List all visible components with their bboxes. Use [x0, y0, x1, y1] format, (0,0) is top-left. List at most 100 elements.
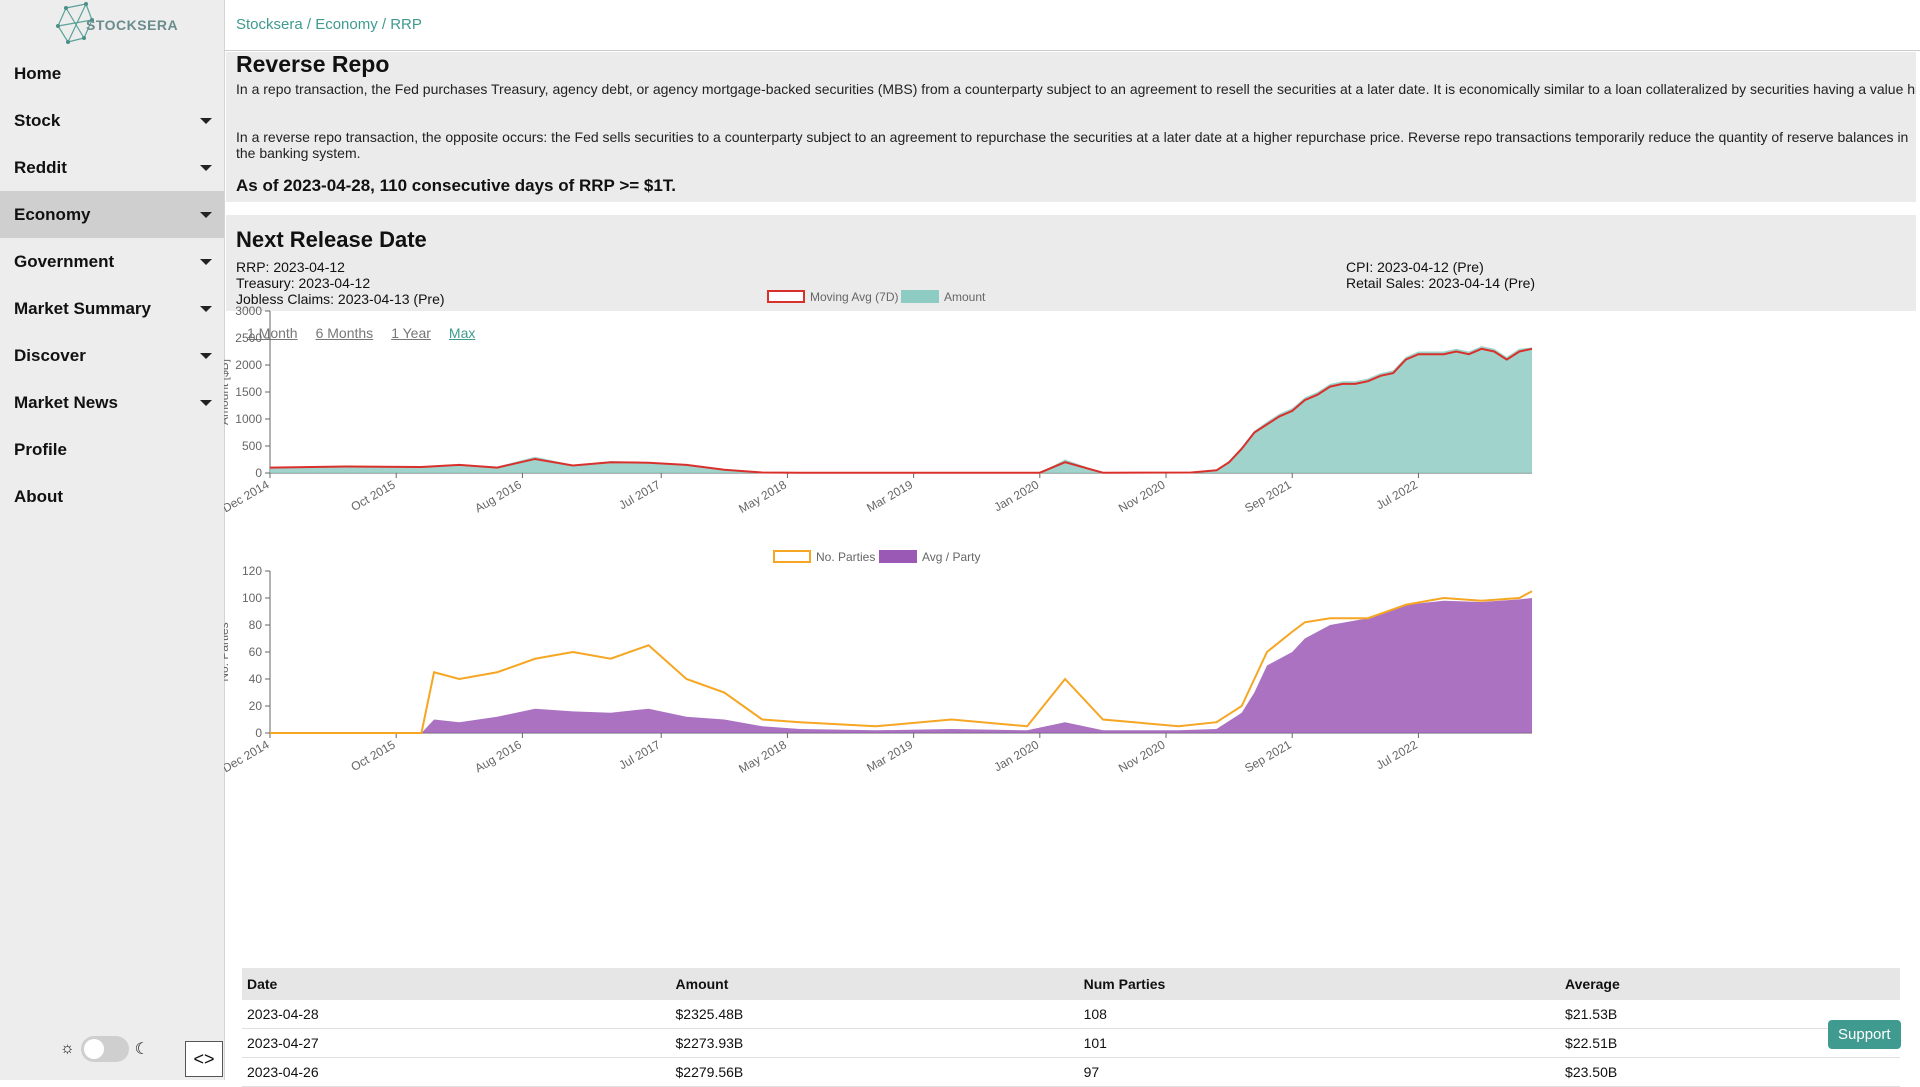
legend-label[interactable]: Avg / Party: [922, 550, 980, 564]
table-cell: 97: [1078, 1057, 1561, 1087]
theme-switch[interactable]: [80, 1036, 129, 1062]
table-row: 2023-04-26 $2279.56B 97 $23.50B: [242, 1057, 1900, 1087]
table-cell: $23.50B: [1560, 1057, 1900, 1087]
table-cell: 101: [1078, 1028, 1561, 1058]
divider: [224, 50, 1920, 51]
y-axis-label: No. Parties: [224, 622, 231, 681]
rrp-streak-text: As of 2023-04-28, 110 consecutive days o…: [236, 176, 677, 195]
x-tick-label: Jul 2017: [616, 477, 663, 512]
y-tick-label: 1000: [235, 412, 262, 426]
intro-panel: Reverse Repo In a repo transaction, the …: [226, 51, 1916, 202]
x-tick-label: Mar 2019: [864, 737, 915, 775]
table-cell: $2273.93B: [670, 1028, 1079, 1058]
table-cell: 2023-04-26: [242, 1057, 671, 1087]
legend-swatch[interactable]: [773, 550, 811, 563]
table-header-row: Date Amount Num Parties Average: [242, 968, 1900, 1000]
table-cell: $2279.56B: [670, 1057, 1079, 1087]
sidebar-item-label: Stock: [14, 110, 61, 130]
caret-down-icon[interactable]: [200, 211, 212, 218]
caret-down-icon[interactable]: [200, 258, 212, 265]
y-axis-label: Amount [$B]: [224, 359, 231, 425]
rrp-table: Date Amount Num Parties Average 2023-04-28 $…: [242, 968, 1900, 1087]
y-tick-label: 80: [249, 618, 263, 632]
breadcrumb[interactable]: Stocksera / Economy / RRP: [236, 16, 422, 33]
series-line: [269, 347, 1533, 474]
x-tick-label: Sep 2021: [1242, 477, 1294, 515]
legend-label[interactable]: Moving Avg (7D): [810, 290, 898, 304]
sidebar-item-profile[interactable]: Profile: [0, 426, 224, 473]
moon-icon: ☾: [134, 1041, 150, 1058]
sidebar-item-label: Market Summary: [14, 298, 152, 318]
table-row: 2023-04-27 $2273.93B 101 $22.51B: [242, 1028, 1900, 1058]
sidebar-item-label: About: [14, 486, 64, 506]
x-tick-label: Jul 2022: [1374, 737, 1421, 772]
logo-text: STOCKSERA: [86, 17, 179, 33]
table-header-date[interactable]: Date: [242, 968, 671, 1000]
y-tick-label: 500: [242, 439, 262, 453]
series-area: [270, 598, 1532, 733]
sidebar-item-about[interactable]: About: [0, 473, 224, 520]
x-tick-label: May 2018: [736, 477, 789, 516]
caret-down-icon[interactable]: [200, 399, 212, 406]
table-header-average[interactable]: Average: [1560, 968, 1900, 1000]
sidebar: STOCKSERA Home Stock Reddit Economy Governme…: [0, 0, 225, 1080]
support-button[interactable]: Support: [1828, 1020, 1901, 1049]
x-tick-label: May 2018: [736, 737, 789, 776]
logo-icon[interactable]: [56, 2, 176, 50]
x-tick-label: Jan 2020: [992, 737, 1042, 774]
chart-group: 0 20 40 60 80 100 120 Dec 2014 Oct 2015 Aug 2016 J…: [224, 550, 1533, 776]
caret-down-icon[interactable]: [200, 305, 212, 312]
page-title: Reverse Repo: [236, 51, 390, 77]
release-panel: Next Release Date RRP: 2023-04-12 Treasu…: [226, 215, 1916, 311]
x-tick-label: Nov 2020: [1116, 737, 1168, 775]
release-retail: Retail Sales: 2023-04-14 (Pre): [1346, 275, 1536, 291]
x-tick-label: Dec 2014: [224, 737, 272, 775]
table-header-num-parties[interactable]: Num Parties: [1078, 968, 1561, 1000]
sidebar-item-stock[interactable]: Stock: [0, 97, 224, 144]
caret-down-icon[interactable]: [200, 164, 212, 171]
sidebar-item-market-summary[interactable]: Market Summary: [0, 285, 224, 332]
y-tick-label: 3000: [235, 304, 262, 318]
legend-swatch[interactable]: [879, 550, 917, 563]
x-tick-label: Mar 2019: [864, 477, 915, 515]
sidebar-item-label: Profile: [14, 439, 67, 459]
legend-label[interactable]: Amount: [944, 290, 986, 304]
y-tick-label: 2000: [235, 358, 262, 372]
x-tick-label: Oct 2015: [349, 737, 398, 774]
chart-group: 0 500 1000 1500 2000 2500 3000 Dec 2014 Oct 2015…: [224, 290, 1533, 516]
range-button-6-months[interactable]: 6 Months: [315, 325, 374, 341]
sidebar-nav: Home Stock Reddit Economy Government Market S…: [0, 50, 224, 520]
sidebar-item-label: Government: [14, 251, 115, 271]
sidebar-item-home[interactable]: Home: [0, 50, 224, 97]
sidebar-item-reddit[interactable]: Reddit: [0, 144, 224, 191]
intro-paragraph-2: In a reverse repo transaction, the oppos…: [236, 129, 1909, 161]
theme-toggle[interactable]: ☼ ☾: [60, 1036, 149, 1062]
rrp-amount-chart: 0 500 1000 1500 2000 2500 3000 Dec 2014 Oct 2015…: [224, 290, 1533, 516]
rrp-parties-chart: 0 20 40 60 80 100 120 Dec 2014 Oct 2015 Aug 2016 J…: [224, 550, 1533, 776]
legend-label[interactable]: No. Parties: [816, 550, 875, 564]
intro-paragraph-1: In a repo transaction, the Fed purchases…: [236, 81, 1916, 97]
x-tick-label: Aug 2016: [472, 737, 524, 775]
range-button-1-year[interactable]: 1 Year: [391, 325, 431, 341]
x-tick-label: Jan 2020: [992, 477, 1042, 514]
sidebar-item-government[interactable]: Government: [0, 238, 224, 285]
legend-swatch[interactable]: [901, 290, 939, 303]
y-tick-label: 60: [249, 645, 263, 659]
x-tick-label: Jul 2022: [1374, 477, 1421, 512]
caret-down-icon[interactable]: [200, 352, 212, 359]
sidebar-item-discover[interactable]: Discover: [0, 332, 224, 379]
sidebar-item-market-news[interactable]: Market News: [0, 379, 224, 426]
code-brackets-icon[interactable]: <>: [185, 1041, 223, 1077]
sidebar-item-label: Discover: [14, 345, 86, 365]
x-tick-label: Dec 2014: [224, 477, 272, 515]
range-button-max[interactable]: Max: [448, 325, 476, 341]
table-header-amount[interactable]: Amount: [670, 968, 1079, 1000]
series-area: [270, 346, 1532, 473]
table-row: 2023-04-28 $2325.48B 108 $21.53B: [242, 1000, 1900, 1029]
y-tick-label: 100: [242, 591, 262, 605]
caret-down-icon[interactable]: [200, 117, 212, 124]
sidebar-item-economy[interactable]: Economy: [0, 191, 224, 238]
range-button-1-month[interactable]: 1 Month: [247, 325, 298, 341]
legend-swatch[interactable]: [767, 290, 805, 303]
table-body: 2023-04-28 $2325.48B 108 $21.53B 2023-04-27 $…: [242, 1000, 1900, 1087]
